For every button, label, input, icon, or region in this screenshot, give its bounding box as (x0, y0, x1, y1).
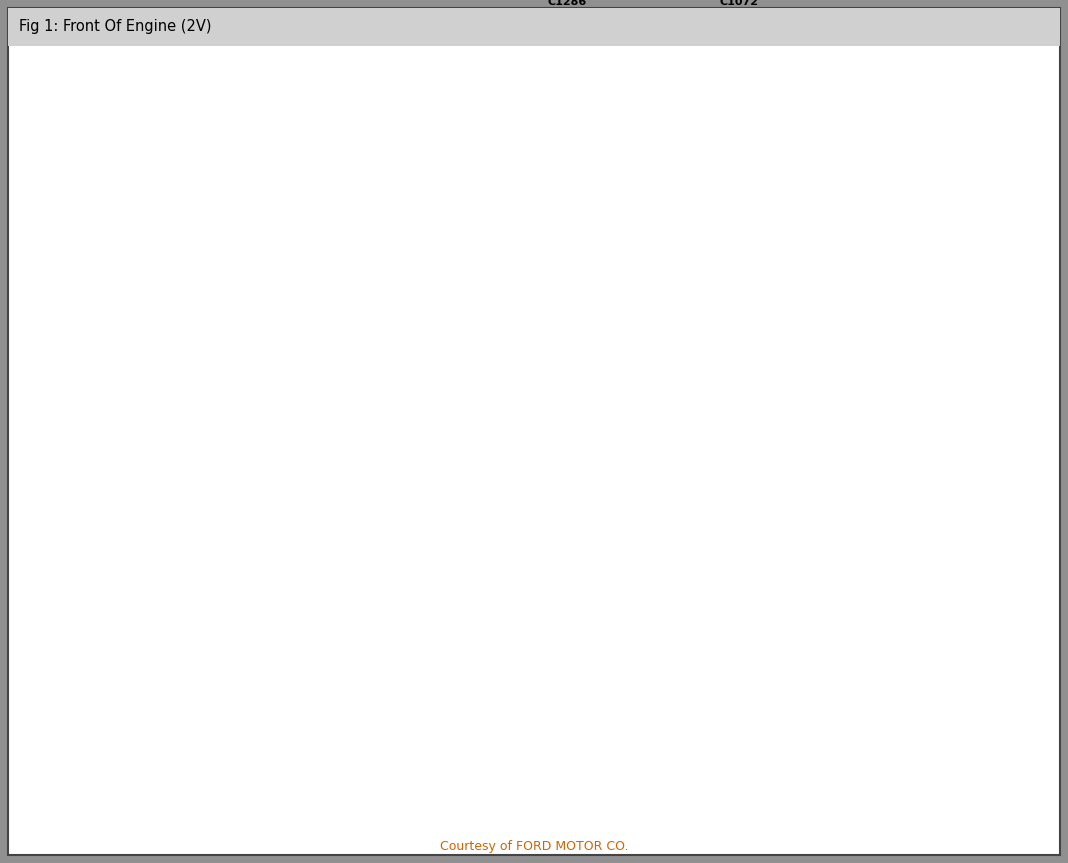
Text: Fig 1: Front Of Engine (2V): Fig 1: Front Of Engine (2V) (18, 20, 211, 35)
Text: C1072: C1072 (720, 0, 759, 7)
Text: Courtesy of FORD MOTOR CO.: Courtesy of FORD MOTOR CO. (440, 840, 628, 853)
Text: C1286: C1286 (548, 0, 587, 7)
